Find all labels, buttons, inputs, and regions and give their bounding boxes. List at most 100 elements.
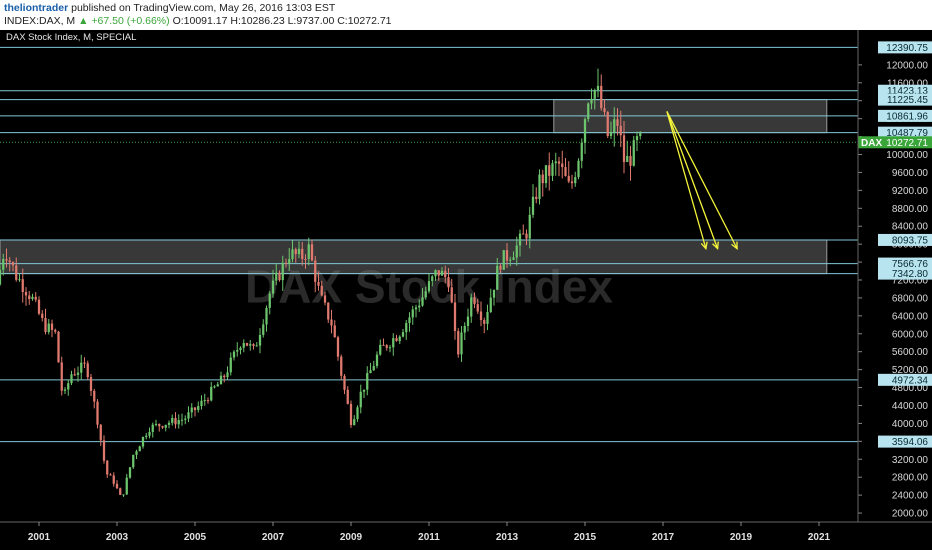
candle-body — [470, 297, 473, 317]
publish-header: theliontrader published on TradingView.c… — [0, 0, 932, 30]
current-price-badge — [858, 136, 932, 149]
candle-body — [379, 344, 382, 355]
candle-body — [34, 296, 37, 300]
candle-body — [245, 343, 249, 346]
candle-body — [590, 98, 593, 104]
candle-body — [161, 426, 164, 428]
chart-area[interactable]: DAX Stock Index, M, SPECIAL DAX Stock In… — [0, 30, 932, 550]
candle-body — [275, 272, 278, 281]
candle-body — [291, 249, 294, 260]
level-label: 4972.34 — [892, 375, 929, 386]
candle-body — [193, 407, 197, 410]
projection-arrow-head — [731, 241, 738, 250]
candle-body — [499, 265, 502, 270]
current-price-label: 10272.71 — [886, 138, 928, 149]
candle-body — [112, 475, 115, 484]
candle-body — [538, 174, 541, 200]
candle-body — [73, 374, 76, 376]
candle-body — [21, 279, 24, 293]
candle-body — [284, 262, 288, 264]
candle-body — [408, 317, 411, 324]
candle-body — [99, 424, 102, 441]
candle-body — [340, 356, 343, 376]
candle-body — [197, 406, 200, 410]
candle-body — [83, 362, 86, 364]
level-label-bg — [878, 126, 932, 139]
candle-body — [54, 329, 57, 332]
candle-body — [596, 85, 600, 91]
candle-body — [242, 343, 245, 348]
price-chart-svg[interactable]: DAX Stock Index2000.002400.002800.003200… — [0, 30, 932, 550]
candle-body — [362, 389, 366, 392]
y-tick-label: 9200.00 — [892, 186, 929, 197]
candle-body — [200, 400, 203, 407]
level-label-bg — [878, 257, 932, 270]
candle-body — [593, 90, 596, 99]
candle-body — [356, 407, 359, 420]
candle-body — [219, 375, 223, 385]
candle-body — [174, 417, 177, 425]
candle-body — [359, 391, 362, 408]
candle-body — [301, 248, 304, 259]
level-label-bg — [878, 41, 932, 54]
candle-body — [314, 260, 317, 282]
candle-body — [109, 474, 112, 476]
x-tick-label: 2021 — [808, 532, 831, 543]
candle-body — [392, 338, 395, 348]
candle-body — [434, 270, 437, 277]
y-tick-label: 6400.00 — [892, 311, 929, 322]
candle-body — [583, 119, 587, 143]
level-label: 8093.75 — [892, 235, 929, 246]
candle-body — [457, 330, 460, 355]
candle-body — [385, 345, 388, 348]
candle-body — [203, 400, 206, 402]
candle-body — [395, 338, 398, 342]
candle-body — [492, 289, 496, 298]
candle-body — [476, 304, 479, 312]
candle-body — [63, 389, 67, 391]
candle-body — [145, 435, 148, 437]
candle-body — [401, 332, 405, 337]
candle-body — [515, 245, 518, 258]
candle-body — [177, 420, 180, 425]
candle-body — [89, 377, 93, 391]
current-symbol: DAX — [861, 138, 882, 149]
candle-body — [639, 132, 642, 137]
candle-body — [574, 177, 577, 184]
candle-body — [262, 324, 265, 335]
candle-body — [132, 454, 135, 468]
author-link[interactable]: theliontrader — [4, 2, 69, 14]
candle-body — [544, 165, 548, 184]
candle-body — [128, 467, 132, 478]
candle-body — [346, 389, 349, 404]
candle-body — [353, 419, 356, 425]
x-tick-label: 2019 — [730, 532, 753, 543]
candle-body — [278, 272, 281, 281]
y-tick-label: 4400.00 — [892, 401, 929, 412]
candle-body — [531, 196, 535, 215]
candle-body — [304, 258, 307, 260]
published-text: published on TradingView.com, May 26, 20… — [71, 2, 336, 14]
candle-body — [148, 432, 151, 436]
candle-body — [70, 374, 73, 384]
candle-body — [509, 259, 512, 261]
candle-body — [164, 424, 167, 428]
projection-arrow — [666, 111, 738, 249]
candle-body — [119, 488, 122, 495]
candle-body — [50, 323, 54, 330]
x-tick-label: 2017 — [652, 532, 675, 543]
level-label-bg — [878, 435, 932, 448]
candle-body — [349, 403, 353, 425]
x-tick-label: 2015 — [574, 532, 597, 543]
candle-body — [93, 390, 96, 402]
candle-body — [336, 337, 340, 357]
candle-body — [307, 244, 310, 259]
candle-body — [382, 344, 385, 346]
level-label: 7566.76 — [892, 259, 929, 270]
candle-body — [216, 384, 219, 387]
candle-body — [229, 357, 232, 373]
candle-body — [541, 174, 544, 184]
x-tick-label: 2005 — [184, 532, 207, 543]
candle-body — [447, 277, 450, 288]
candle-body — [102, 440, 106, 461]
